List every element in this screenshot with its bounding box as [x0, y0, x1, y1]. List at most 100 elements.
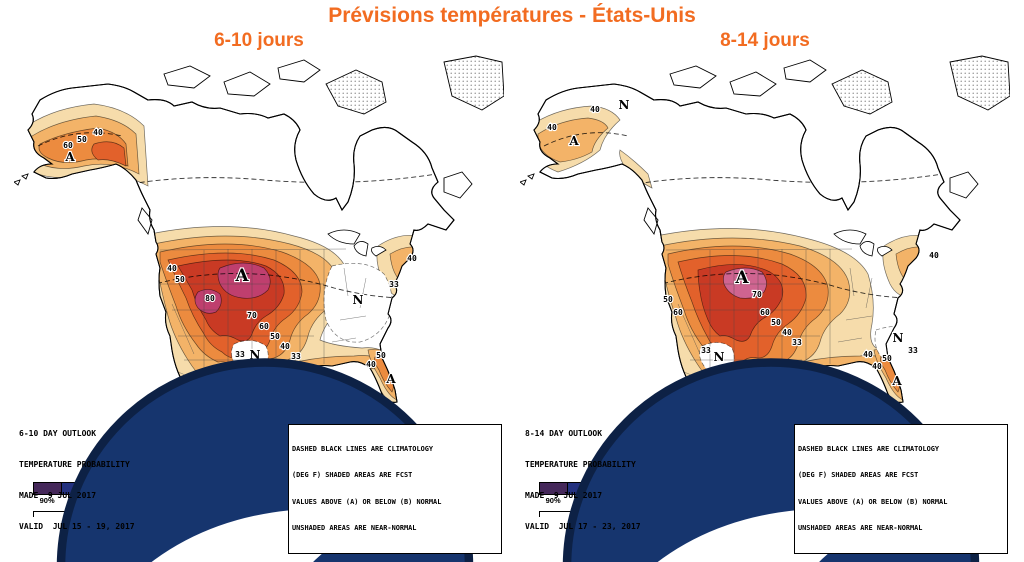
- map-annotation: 40: [590, 105, 600, 114]
- legend-tick-label: 90%: [39, 496, 55, 505]
- page: Prévisions températures - États-Unis 6-1…: [0, 4, 1024, 562]
- map-annotation: 33: [235, 350, 245, 359]
- island: [831, 69, 893, 115]
- map-annotation: N: [714, 350, 725, 364]
- map-annotation: 40: [782, 328, 792, 337]
- map-annotation: 70: [247, 311, 257, 320]
- map-annotation: 50: [270, 332, 280, 341]
- island: [223, 71, 271, 97]
- island: [443, 171, 473, 199]
- map-annotation: 50: [771, 318, 781, 327]
- outlook-line: TEMPERATURE PROBABILITY: [19, 459, 130, 469]
- state-border: [339, 315, 367, 321]
- map-panel-8-14: 8-14 jours 40 40 A N A 70 50 60 60 50 40 33 33 N N 33 40…: [514, 28, 1016, 562]
- map-annotation: A: [734, 268, 749, 288]
- map-annotation: 50: [77, 135, 87, 144]
- map-annotation: 50: [882, 354, 892, 363]
- note-line: VALUES ABOVE (A) OR BELOW (B) NORMAL: [798, 497, 948, 506]
- great-lake: [833, 229, 867, 245]
- forecast-shading: [91, 141, 127, 167]
- great-lake: [859, 241, 875, 257]
- great-lake: [327, 229, 361, 245]
- map-8-14: 4040ANA7050606050403333NN3340404050A4050…: [520, 52, 1010, 562]
- note-line: VALUES ABOVE (A) OR BELOW (B) NORMAL: [292, 497, 442, 506]
- map-annotation: 33: [908, 346, 918, 355]
- climatology-note-8-14: DASHED BLACK LINES ARE CLIMATOLOGY (DEG …: [794, 424, 1008, 554]
- map-annotation: 80: [205, 294, 215, 303]
- island: [443, 55, 504, 111]
- map-annotation: 50: [175, 275, 185, 284]
- island: [527, 173, 535, 180]
- climatology-line: [37, 132, 123, 147]
- island: [729, 71, 777, 97]
- island: [163, 65, 211, 89]
- climatology-line: [543, 132, 629, 147]
- great-lake: [877, 246, 893, 257]
- state-border: [159, 248, 347, 251]
- page-title: Prévisions températures - États-Unis: [328, 4, 696, 27]
- forecast-shading: [194, 289, 222, 314]
- outlook-line: MADE 9 JUL 2017: [19, 491, 97, 501]
- map-annotation: 33: [291, 352, 301, 361]
- map-annotation: A: [568, 134, 579, 148]
- outlook-line: 6-10 DAY OUTLOOK: [19, 428, 97, 438]
- map-annotation: 40: [929, 251, 939, 260]
- map-annotation: 60: [760, 308, 770, 317]
- map-annotation: 60: [63, 141, 73, 150]
- island: [137, 207, 153, 236]
- map-panel-6-10: 6-10 jours 60 50 40 A 40 50 A 80 70 60 50 40 33 33 N N 4…: [8, 28, 510, 562]
- map-annotation: 33: [389, 280, 399, 289]
- forecast-shading: [323, 263, 393, 343]
- map-annotation: 60: [673, 308, 683, 317]
- map-annotation: N: [619, 98, 630, 112]
- great-lake: [371, 246, 387, 257]
- forecast-shading: [217, 262, 271, 299]
- forecast-shading: [537, 117, 609, 163]
- state-border: [171, 303, 195, 355]
- state-border: [359, 277, 367, 309]
- island: [643, 207, 659, 236]
- map-annotation: A: [385, 372, 396, 386]
- island: [520, 179, 527, 186]
- noaa-logo: [526, 354, 980, 562]
- map-annotation: 70: [752, 290, 762, 299]
- noaa-logo: [20, 354, 474, 562]
- note-line: (DEG F) SHADED AREAS ARE FCST: [292, 471, 413, 480]
- state-border: [837, 337, 863, 343]
- map-annotation: 40: [93, 128, 103, 137]
- map-annotation: 33: [701, 346, 711, 355]
- map-annotation: 40: [872, 362, 882, 371]
- map-label-8-14: 8-14 jours: [720, 30, 810, 51]
- map-annotation: 40: [407, 254, 417, 263]
- map-annotation: N: [893, 331, 904, 345]
- island: [669, 65, 717, 89]
- outlook-line: MADE 9 JUL 2017: [525, 491, 603, 501]
- map-annotation: 40: [863, 350, 873, 359]
- maps-row: 6-10 jours 60 50 40 A 40 50 A 80 70 60 50 40 33 33 N N 4…: [0, 28, 1024, 562]
- note-line: DASHED BLACK LINES ARE CLIMATOLOGY: [798, 444, 940, 453]
- note-line: UNSHADED AREAS ARE NEAR-NORMAL: [798, 524, 923, 533]
- state-border: [845, 315, 873, 321]
- map-annotation: 33: [792, 338, 802, 347]
- map-annotation: 40: [167, 264, 177, 273]
- map-annotation: A: [64, 150, 75, 164]
- note-line: (DEG F) SHADED AREAS ARE FCST: [798, 471, 919, 480]
- island: [949, 55, 1010, 111]
- map-annotation: A: [234, 266, 249, 286]
- island: [21, 173, 29, 180]
- outlook-line: TEMPERATURE PROBABILITY: [525, 459, 636, 469]
- map-annotation: N: [353, 293, 364, 307]
- climatology-note-6-10: DASHED BLACK LINES ARE CLIMATOLOGY (DEG …: [288, 424, 502, 554]
- outlook-line: VALID JUL 17 - 23, 2017: [525, 522, 641, 532]
- note-line: UNSHADED AREAS ARE NEAR-NORMAL: [292, 524, 417, 533]
- state-border: [665, 248, 853, 251]
- great-lake: [353, 241, 369, 257]
- island: [783, 59, 827, 83]
- island: [277, 59, 321, 83]
- map-annotation: 40: [366, 360, 376, 369]
- island: [325, 69, 387, 115]
- island: [14, 179, 21, 186]
- island: [949, 171, 979, 199]
- map-annotation: 40: [280, 342, 290, 351]
- map-annotation: 40: [547, 123, 557, 132]
